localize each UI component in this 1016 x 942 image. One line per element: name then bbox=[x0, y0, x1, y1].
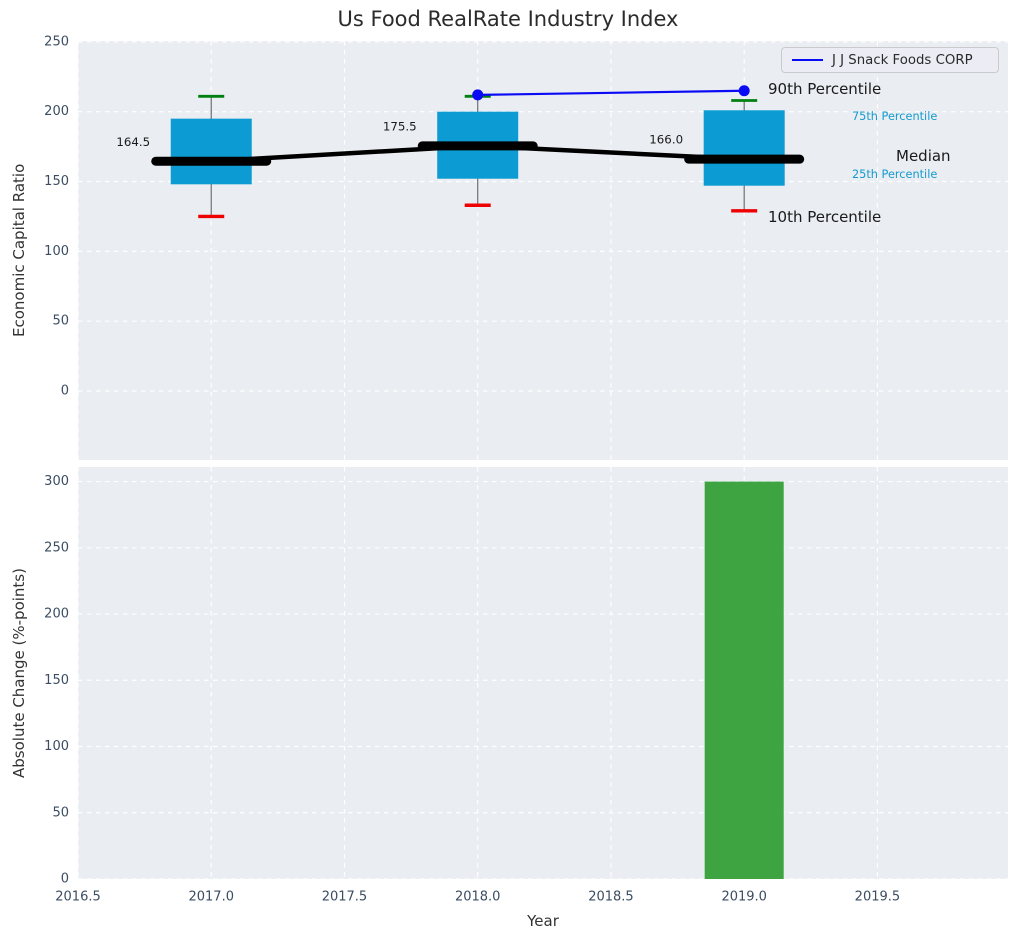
y-tick-label: 0 bbox=[61, 872, 69, 887]
company-point bbox=[738, 85, 750, 97]
annotation-median: Median bbox=[896, 147, 951, 165]
y-tick-label: 100 bbox=[44, 739, 69, 754]
plot-background bbox=[78, 467, 1008, 879]
box-rect bbox=[703, 110, 785, 186]
x-tick-label: 2017.0 bbox=[188, 890, 234, 905]
y-tick-label: 50 bbox=[52, 314, 69, 329]
x-tick-label: 2016.5 bbox=[55, 890, 101, 905]
y-tick-label: 150 bbox=[44, 174, 69, 189]
y-axis-label-bottom: Absolute Change (%-points) bbox=[10, 568, 28, 778]
legend-line-sample bbox=[792, 59, 823, 61]
y-tick-label: 200 bbox=[44, 104, 69, 119]
annotation-75th-percentile: 75th Percentile bbox=[852, 110, 938, 123]
annotation-25th-percentile: 25th Percentile bbox=[852, 168, 938, 181]
change-bar bbox=[704, 481, 784, 879]
annotation-90th-percentile: 90th Percentile bbox=[768, 80, 882, 98]
plot-background bbox=[78, 41, 1008, 460]
annotation-10th-percentile: 10th Percentile bbox=[768, 208, 882, 226]
y-tick-label: 100 bbox=[44, 244, 69, 259]
company-line bbox=[477, 89, 745, 97]
x-tick-label: 2019.5 bbox=[855, 890, 901, 905]
x-tick-label: 2018.0 bbox=[455, 890, 501, 905]
x-tick-label: 2017.5 bbox=[322, 890, 368, 905]
x-tick-label: 2018.5 bbox=[588, 890, 634, 905]
y-axis-label-top: Economic Capital Ratio bbox=[10, 163, 28, 338]
legend: J J Snack Foods CORP bbox=[781, 47, 999, 73]
box-rect bbox=[170, 118, 252, 185]
y-tick-label: 300 bbox=[44, 474, 69, 489]
y-tick-label: 150 bbox=[44, 673, 69, 688]
median-value-label: 164.5 bbox=[116, 135, 150, 149]
x-axis-label: Year bbox=[527, 912, 559, 930]
company-point bbox=[472, 89, 484, 101]
y-tick-label: 50 bbox=[52, 805, 69, 820]
y-tick-label: 0 bbox=[61, 384, 69, 399]
x-tick-label: 2019.0 bbox=[721, 890, 767, 905]
y-tick-label: 200 bbox=[44, 607, 69, 622]
chart-title: Us Food RealRate Industry Index bbox=[337, 7, 679, 31]
median-value-label: 166.0 bbox=[649, 133, 683, 147]
legend-label: J J Snack Foods CORP bbox=[832, 52, 973, 68]
y-tick-label: 250 bbox=[44, 34, 69, 49]
y-tick-label: 250 bbox=[44, 540, 69, 555]
median-value-label: 175.5 bbox=[383, 119, 417, 133]
